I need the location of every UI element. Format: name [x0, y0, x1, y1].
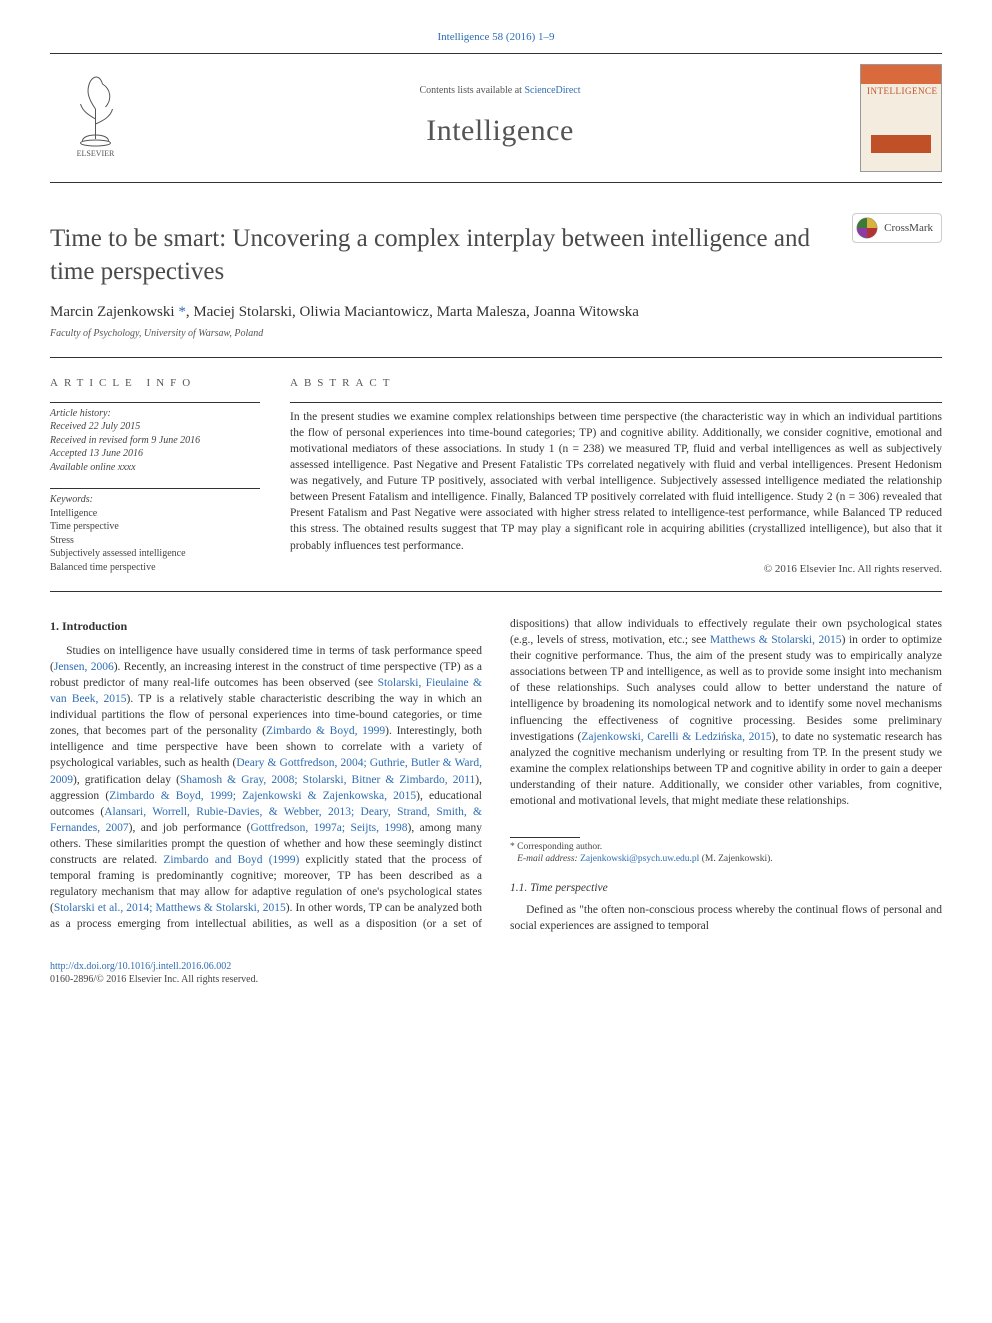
corresponding-email-link[interactable]: Zajenkowski@psych.uw.edu.pl [580, 854, 699, 864]
svg-text:ELSEVIER: ELSEVIER [76, 149, 114, 158]
divider-bottom [50, 591, 942, 592]
footnote-email-tail: (M. Zajenkowski). [699, 854, 772, 864]
authors-text: Marcin Zajenkowski *, Maciej Stolarski, … [50, 304, 639, 320]
history-accepted: Accepted 13 June 2016 [50, 448, 143, 459]
corresponding-footnote: * Corresponding author. E-mail address: … [510, 841, 942, 866]
article-info-column: article info Article history: Received 2… [50, 376, 260, 577]
abstract-text: In the present studies we examine comple… [290, 402, 942, 554]
meta-abstract-row: article info Article history: Received 2… [50, 358, 942, 591]
keyword-item: Subjectively assessed intelligence [50, 548, 186, 559]
corresponding-asterisk: * [178, 304, 186, 320]
journal-citation-link[interactable]: Intelligence 58 (2016) 1–9 [438, 31, 555, 43]
footnote-rule [510, 837, 580, 838]
keyword-item: Time perspective [50, 521, 119, 532]
citation-link[interactable]: Gottfredson, 1997a; Seijts, 1998 [250, 822, 407, 834]
keywords-label: Keywords: [50, 493, 260, 507]
abstract-column: abstract In the present studies we exami… [290, 376, 942, 577]
abstract-heading: abstract [290, 376, 942, 391]
page-root: Intelligence 58 (2016) 1–9 ELSEVIER Cont… [0, 0, 992, 1026]
section-heading-intro: 1. Introduction [50, 618, 482, 635]
footnote-email-label: E-mail address: [517, 854, 580, 864]
citation-link[interactable]: Zimbardo and Boyd (1999) [163, 854, 299, 866]
crossmark-icon [856, 217, 878, 239]
article-info-heading: article info [50, 376, 260, 391]
citation-link[interactable]: Jensen, 2006 [54, 661, 114, 673]
abstract-copyright: © 2016 Elsevier Inc. All rights reserved… [290, 562, 942, 577]
doi-link[interactable]: http://dx.doi.org/10.1016/j.intell.2016.… [50, 961, 231, 972]
keywords-block: Keywords: Intelligence Time perspective … [50, 488, 260, 574]
citation-link[interactable]: Shamosh & Gray, 2008; Stolarski, Bitner … [180, 774, 475, 786]
crossmark-badge[interactable]: CrossMark [852, 213, 942, 243]
contents-prefix: Contents lists available at [419, 85, 524, 96]
keyword-item: Stress [50, 535, 74, 546]
authors-line: Marcin Zajenkowski *, Maciej Stolarski, … [50, 302, 942, 323]
cover-band [871, 135, 931, 153]
affiliation: Faculty of Psychology, University of War… [50, 327, 942, 341]
keyword-item: Balanced time perspective [50, 562, 156, 573]
issn-copyright-line: 0160-2896/© 2016 Elsevier Inc. All right… [50, 974, 258, 985]
body-two-column: 1. Introduction Studies on intelligence … [50, 616, 942, 934]
article-history: Article history: Received 22 July 2015 R… [50, 402, 260, 475]
crossmark-label: CrossMark [884, 221, 933, 236]
page-footer: http://dx.doi.org/10.1016/j.intell.2016.… [50, 960, 942, 986]
history-received: Received 22 July 2015 [50, 421, 140, 432]
citation-link[interactable]: Zimbardo & Boyd, 1999; Zajenkowski & Zaj… [109, 790, 416, 802]
subsection-heading-tp: 1.1. Time perspective [510, 880, 942, 896]
tp-paragraph-1: Defined as "the often non-conscious proc… [510, 902, 942, 934]
cover-graphic: INTELLIGENCE [861, 65, 941, 171]
history-revised: Received in revised form 9 June 2016 [50, 435, 200, 446]
keyword-item: Intelligence [50, 508, 97, 519]
running-header: Intelligence 58 (2016) 1–9 [50, 30, 942, 45]
citation-link[interactable]: Matthews & Stolarski, 2015 [710, 634, 842, 646]
cover-title-text: INTELLIGENCE [867, 85, 937, 98]
citation-link[interactable]: Stolarski et al., 2014; Matthews & Stola… [54, 902, 286, 914]
history-label: Article history: [50, 408, 111, 419]
article-title: Time to be smart: Uncovering a complex i… [50, 223, 830, 288]
journal-cover-thumbnail: INTELLIGENCE [860, 64, 942, 172]
citation-link[interactable]: Zajenkowski, Carelli & Ledzińska, 2015 [581, 731, 771, 743]
history-online: Available online xxxx [50, 462, 136, 473]
masthead: ELSEVIER Contents lists available at Sci… [50, 53, 942, 183]
elsevier-tree-icon: ELSEVIER [58, 69, 133, 159]
publisher-logo: ELSEVIER [50, 64, 140, 164]
journal-name: Intelligence [426, 110, 574, 152]
footnote-corr: * Corresponding author. [510, 842, 602, 852]
sciencedirect-link[interactable]: ScienceDirect [524, 85, 580, 96]
contents-available-line: Contents lists available at ScienceDirec… [419, 84, 580, 98]
citation-link[interactable]: Zimbardo & Boyd, 1999 [266, 725, 385, 737]
masthead-center: Contents lists available at ScienceDirec… [140, 64, 860, 172]
